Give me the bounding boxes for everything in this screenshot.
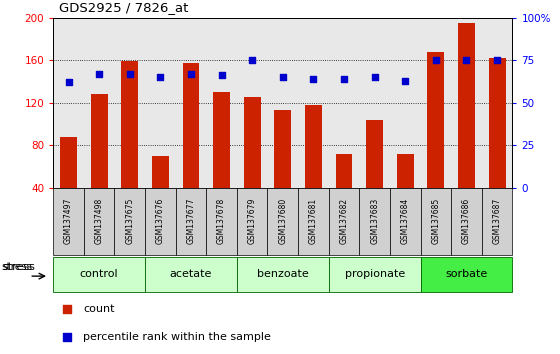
Point: [63, 334, 72, 339]
Bar: [122, 61, 138, 188]
Bar: [482, 188, 512, 255]
Point: [339, 76, 348, 82]
Bar: [53, 257, 145, 292]
Bar: [244, 97, 260, 188]
Point: [278, 74, 287, 80]
Point: [125, 71, 134, 76]
Text: count: count: [83, 304, 115, 314]
Text: GSM137498: GSM137498: [95, 198, 104, 244]
Bar: [114, 188, 145, 255]
Text: GSM137686: GSM137686: [462, 198, 471, 244]
Bar: [451, 188, 482, 255]
Bar: [390, 188, 421, 255]
Text: GSM137680: GSM137680: [278, 198, 287, 244]
Bar: [206, 188, 237, 255]
Bar: [298, 188, 329, 255]
Text: GSM137681: GSM137681: [309, 198, 318, 244]
Bar: [427, 52, 444, 188]
Text: GSM137675: GSM137675: [125, 198, 134, 245]
Bar: [237, 188, 268, 255]
Bar: [237, 257, 329, 292]
Text: propionate: propionate: [344, 269, 405, 279]
Text: GSM137677: GSM137677: [186, 198, 195, 245]
Point: [462, 57, 471, 63]
Bar: [53, 188, 84, 255]
Text: control: control: [80, 269, 118, 279]
Bar: [360, 188, 390, 255]
Text: sorbate: sorbate: [445, 269, 488, 279]
Bar: [329, 257, 421, 292]
Text: benzoate: benzoate: [257, 269, 309, 279]
Text: GSM137684: GSM137684: [401, 198, 410, 244]
Text: GSM137676: GSM137676: [156, 198, 165, 245]
Bar: [145, 257, 237, 292]
Bar: [421, 257, 512, 292]
Text: GSM137497: GSM137497: [64, 198, 73, 245]
Text: GSM137685: GSM137685: [431, 198, 440, 244]
Bar: [329, 188, 360, 255]
Bar: [397, 154, 414, 188]
Point: [63, 307, 72, 312]
Bar: [84, 188, 114, 255]
Point: [95, 71, 104, 76]
Bar: [366, 120, 383, 188]
Point: [186, 71, 195, 76]
Point: [217, 73, 226, 78]
Bar: [213, 92, 230, 188]
Bar: [489, 58, 506, 188]
Point: [64, 79, 73, 85]
Text: acetate: acetate: [170, 269, 212, 279]
Bar: [274, 110, 291, 188]
Bar: [421, 188, 451, 255]
Text: GSM137687: GSM137687: [493, 198, 502, 244]
Bar: [60, 137, 77, 188]
Point: [156, 74, 165, 80]
Bar: [145, 188, 176, 255]
Bar: [305, 105, 322, 188]
Text: stress: stress: [1, 262, 32, 272]
Point: [248, 57, 256, 63]
Text: GSM137682: GSM137682: [339, 198, 348, 244]
Text: stress: stress: [3, 262, 36, 272]
Point: [493, 57, 502, 63]
Point: [309, 76, 318, 82]
Bar: [183, 63, 199, 188]
Text: percentile rank within the sample: percentile rank within the sample: [83, 332, 271, 342]
Text: GSM137683: GSM137683: [370, 198, 379, 244]
Bar: [152, 156, 169, 188]
Point: [401, 78, 410, 84]
Bar: [91, 94, 108, 188]
Text: GSM137679: GSM137679: [248, 198, 256, 245]
Bar: [176, 188, 206, 255]
Bar: [458, 23, 475, 188]
Point: [431, 57, 440, 63]
Text: GDS2925 / 7826_at: GDS2925 / 7826_at: [59, 1, 188, 14]
Text: GSM137678: GSM137678: [217, 198, 226, 244]
Bar: [268, 188, 298, 255]
Point: [370, 74, 379, 80]
Bar: [335, 154, 352, 188]
